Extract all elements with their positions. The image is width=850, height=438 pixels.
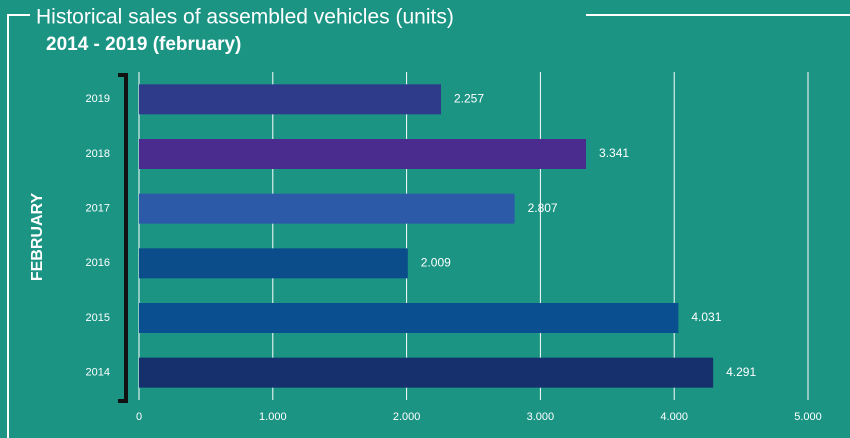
y-tick-label: 2015 — [86, 312, 110, 324]
x-tick-label: 1.000 — [259, 411, 287, 423]
bar — [139, 84, 441, 115]
y-tick-label: 2019 — [86, 93, 110, 105]
data-label: 4.031 — [691, 310, 721, 324]
bar — [139, 139, 587, 169]
bar — [139, 193, 515, 224]
data-label: 2.257 — [454, 92, 484, 106]
chart-subtitle: 2014 - 2019 (february) — [46, 34, 241, 55]
y-tick-label: 2014 — [86, 367, 110, 379]
y-axis-label: FEBRUARY — [29, 193, 46, 282]
data-label: 4.291 — [726, 365, 756, 379]
x-tick-label: 0 — [136, 411, 142, 423]
bar — [139, 303, 679, 333]
bar — [139, 357, 714, 388]
chart-title: Historical sales of assembled vehicles (… — [36, 6, 454, 29]
bracket — [118, 73, 128, 403]
data-label: 3.341 — [599, 146, 629, 160]
x-tick-label: 5.000 — [794, 411, 822, 423]
y-tick-label: 2016 — [86, 257, 110, 269]
frame-left — [7, 14, 30, 438]
y-tick-label: 2017 — [86, 203, 110, 215]
data-label: 2.009 — [421, 256, 451, 270]
data-label: 2.807 — [528, 201, 558, 215]
x-tick-label: 3.000 — [527, 411, 555, 423]
bar — [139, 248, 408, 279]
x-tick-label: 2.000 — [393, 411, 421, 423]
y-tick-label: 2018 — [86, 148, 110, 160]
x-tick-label: 4.000 — [660, 411, 688, 423]
